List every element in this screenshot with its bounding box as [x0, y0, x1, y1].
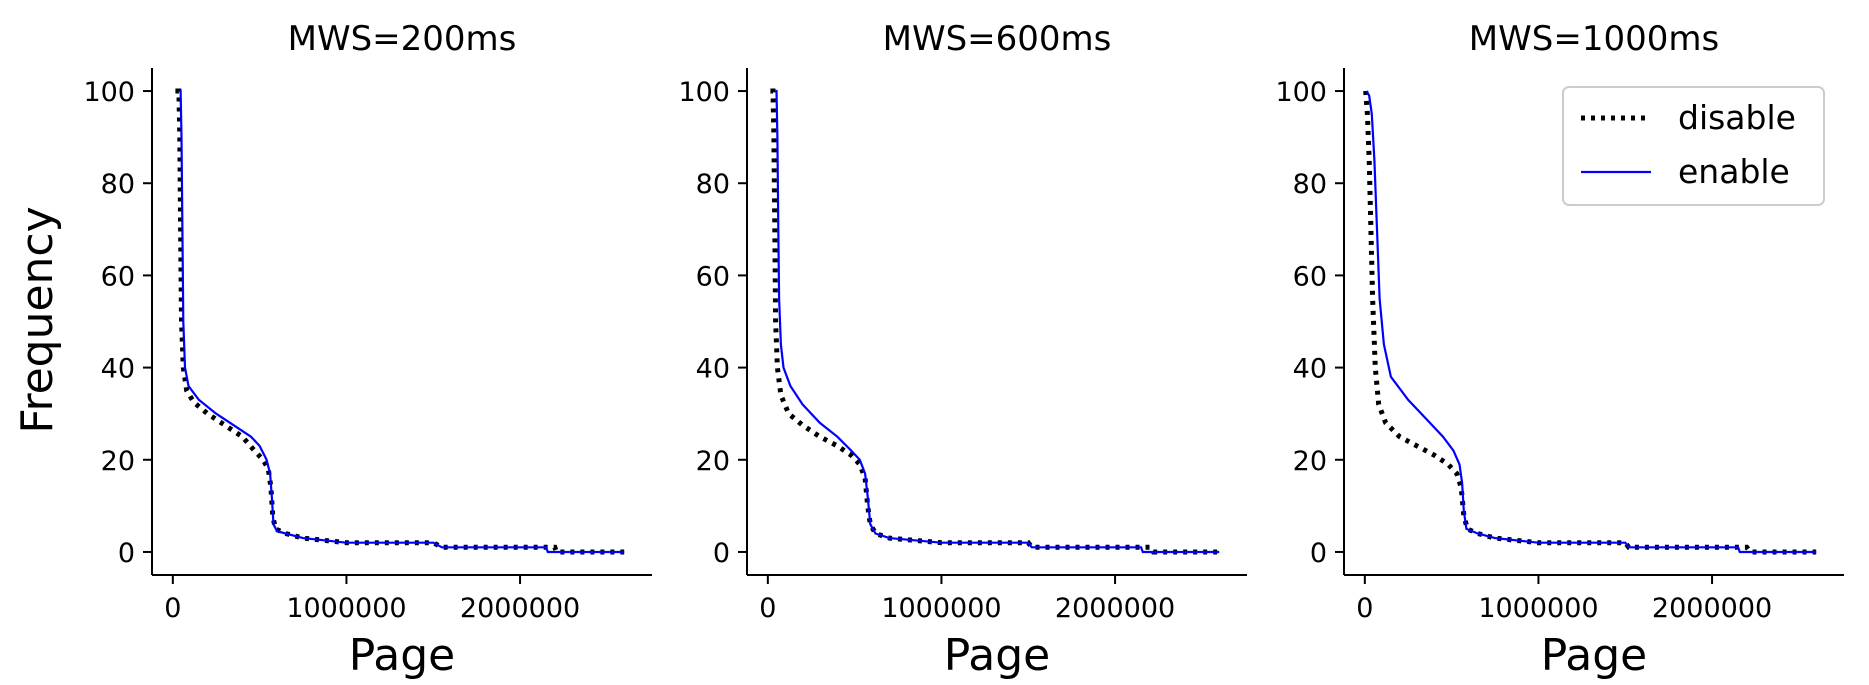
x-tick-label: 0 [1356, 593, 1373, 624]
series-line-enable [774, 89, 1220, 554]
y-tick-label: 60 [696, 261, 730, 292]
y-tick-label: 60 [101, 261, 135, 292]
y-tick-label: 80 [696, 169, 730, 200]
y-tick-label: 20 [1293, 446, 1327, 477]
series-line-disable [770, 88, 1220, 555]
y-tick-label: 0 [1310, 538, 1327, 569]
y-axis-label: Frequency [12, 206, 63, 433]
y-tick-label: 0 [118, 538, 135, 569]
legend-label-disable: disable [1678, 98, 1796, 137]
panel-title: MWS=200ms [288, 19, 517, 59]
y-tick-label: 80 [1293, 169, 1327, 200]
series-line-disable [175, 88, 625, 555]
chart-panel-3: MWS=1000ms 0 20 40 60 80 100 0 1000000 2000000Pag… [1275, 19, 1844, 681]
y-tick-label: 100 [83, 77, 135, 108]
y-tick-label: 20 [696, 446, 730, 477]
panel-title: MWS=1000ms [1469, 19, 1719, 59]
y-tick-label: 0 [713, 538, 730, 569]
series-line-enable [178, 89, 625, 554]
x-axis-label: Page [1541, 630, 1648, 681]
panel-title: MWS=600ms [883, 19, 1112, 59]
x-tick-label: 2000000 [1652, 593, 1772, 624]
legend: disable enable [1562, 86, 1825, 206]
x-tick-label: 0 [759, 593, 776, 624]
y-tick-label: 80 [101, 169, 135, 200]
y-tick-label: 100 [678, 77, 730, 108]
y-tick-label: 100 [1275, 77, 1327, 108]
x-tick-label: 2000000 [460, 593, 580, 624]
x-axis-label: Page [944, 630, 1051, 681]
x-axis-label: Page [349, 630, 456, 681]
series-line-enable [1365, 90, 1817, 554]
y-tick-label: 20 [101, 446, 135, 477]
y-tick-label: 40 [696, 354, 730, 385]
x-tick-label: 1000000 [286, 593, 406, 624]
legend-label-enable: enable [1678, 152, 1790, 191]
x-tick-label: 0 [164, 593, 181, 624]
x-tick-label: 1000000 [1478, 593, 1598, 624]
x-tick-label: 2000000 [1055, 593, 1175, 624]
y-tick-label: 40 [1293, 354, 1327, 385]
y-tick-label: 60 [1293, 261, 1327, 292]
x-tick-label: 1000000 [881, 593, 1001, 624]
y-tick-label: 40 [101, 354, 135, 385]
legend-box [1562, 86, 1825, 206]
